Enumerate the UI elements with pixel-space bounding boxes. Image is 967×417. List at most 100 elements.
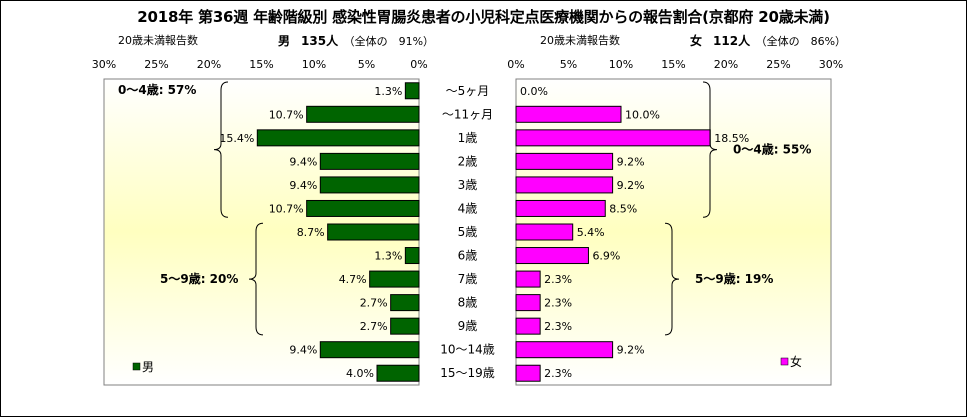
age-category-label: 9歳: [458, 319, 478, 333]
age-category-label: 2歳: [458, 154, 478, 168]
female-axis-tick-label: 25%: [766, 58, 790, 71]
female-share: （全体の 86%）: [761, 35, 847, 48]
female-bar: [515, 152, 614, 170]
male-axis-tick-label: 5%: [358, 58, 375, 71]
male-axis-tick-label: 0%: [410, 58, 427, 71]
male-header-count: 男 135人 （全体の 91%）: [278, 32, 434, 49]
female-axis-tick-label: 30%: [819, 58, 843, 71]
male-age-group-summary: 0～4歳: 57%: [118, 82, 196, 97]
female-bar: [515, 176, 614, 194]
male-bar: [306, 105, 420, 123]
male-bar-label: 9.4%: [289, 155, 317, 168]
male-age-group-summary: 5～9歳: 20%: [160, 271, 238, 286]
male-bar-label: 2.7%: [360, 297, 388, 310]
male-age-group-brace: [213, 81, 229, 218]
female-count: 112人: [713, 34, 751, 48]
age-category-label: 10～14歳: [440, 343, 495, 357]
male-bar-label: 9.4%: [289, 344, 317, 357]
female-axis-tick-label: 15%: [661, 58, 685, 71]
male-bar-label: 10.7%: [269, 202, 304, 215]
male-bar-label: 4.7%: [339, 273, 367, 286]
male-axis-tick-label: 15%: [249, 58, 273, 71]
age-category-label: ～5ヶ月: [446, 84, 490, 98]
female-axis-tick-label: 0%: [507, 58, 524, 71]
male-bar-label: 4.0%: [346, 367, 374, 380]
male-axis-tick-label: 20%: [197, 58, 221, 71]
male-legend-swatch: [132, 362, 141, 371]
male-bar: [327, 223, 420, 241]
female-bar-label: 9.2%: [617, 155, 645, 168]
male-share: （全体の 91%）: [349, 35, 435, 48]
female-legend-swatch: [780, 357, 789, 366]
male-bar: [319, 176, 420, 194]
female-bar-label: 18.5%: [714, 132, 749, 145]
female-bar-label: 2.3%: [544, 273, 572, 286]
age-category-label: 1歳: [458, 131, 478, 145]
female-bar-label: 2.3%: [544, 320, 572, 333]
male-bar-label: 15.4%: [219, 132, 254, 145]
age-category-label: ～11ヶ月: [442, 107, 493, 121]
female-bar: [515, 294, 541, 312]
male-bar-label: 2.7%: [360, 320, 388, 333]
male-bar: [390, 294, 420, 312]
female-bar: [515, 341, 614, 359]
male-bar-label: 1.3%: [374, 250, 402, 263]
female-bar: [515, 270, 541, 288]
female-bar-label: 0.0%: [520, 85, 548, 98]
female-bar: [515, 129, 711, 147]
female-age-group-summary: 5～9歳: 19%: [695, 271, 773, 286]
female-axis-tick-label: 10%: [609, 58, 633, 71]
male-bar-label: 1.3%: [374, 85, 402, 98]
age-category-label: 4歳: [458, 201, 478, 215]
female-bar-label: 2.3%: [544, 367, 572, 380]
age-category-label: 7歳: [458, 272, 478, 286]
female-axis-tick-label: 5%: [560, 58, 577, 71]
female-bar: [515, 317, 541, 335]
female-bar: [515, 364, 541, 382]
male-bar: [404, 82, 420, 100]
age-category-label: 3歳: [458, 178, 478, 192]
male-bar: [319, 341, 420, 359]
female-axis-tick-label: 20%: [714, 58, 738, 71]
male-bar: [306, 199, 420, 217]
female-sex-label: 女: [690, 34, 703, 48]
male-bar-label: 8.7%: [297, 226, 325, 239]
female-bar-label: 8.5%: [609, 202, 637, 215]
female-bar: [515, 199, 606, 217]
female-legend-label: 女: [790, 354, 802, 369]
female-bar-label: 10.0%: [625, 108, 660, 121]
male-axis-tick-label: 10%: [302, 58, 326, 71]
female-age-group-brace: [702, 81, 718, 218]
male-bar: [404, 247, 420, 265]
male-axis-tick-label: 25%: [144, 58, 168, 71]
male-count: 135人: [301, 34, 339, 48]
male-bar: [319, 152, 420, 170]
female-bar-label: 9.2%: [617, 344, 645, 357]
male-bar-label: 9.4%: [289, 179, 317, 192]
female-bar-label: 2.3%: [544, 297, 572, 310]
age-category-label: 8歳: [458, 296, 478, 310]
female-bar-label: 6.9%: [592, 250, 620, 263]
female-bar-label: 5.4%: [577, 226, 605, 239]
male-bar: [390, 317, 420, 335]
male-bar: [369, 270, 420, 288]
age-category-label: 6歳: [458, 249, 478, 263]
female-bar: [515, 105, 622, 123]
female-age-group-summary: 0～4歳: 55%: [733, 142, 811, 157]
chart-title: 2018年 第36週 年齢階級別 感染性胃腸炎患者の小児科定点医療機関からの報告…: [137, 8, 830, 26]
age-category-label: 15～19歳: [440, 366, 495, 380]
female-bar-label: 9.2%: [617, 179, 645, 192]
female-bar: [515, 247, 589, 265]
male-legend-label: 男: [142, 360, 154, 374]
male-bar: [256, 129, 420, 147]
female-age-group-brace: [664, 222, 680, 336]
female-bar: [515, 223, 574, 241]
male-bar: [376, 364, 420, 382]
male-sex-label: 男: [278, 34, 291, 48]
male-age-group-brace: [248, 222, 264, 336]
male-header-label: 20歳未満報告数: [118, 34, 198, 47]
female-header-label: 20歳未満報告数: [540, 34, 620, 47]
male-bar-label: 10.7%: [269, 108, 304, 121]
female-header-count: 女 112人 （全体の 86%）: [690, 32, 846, 49]
